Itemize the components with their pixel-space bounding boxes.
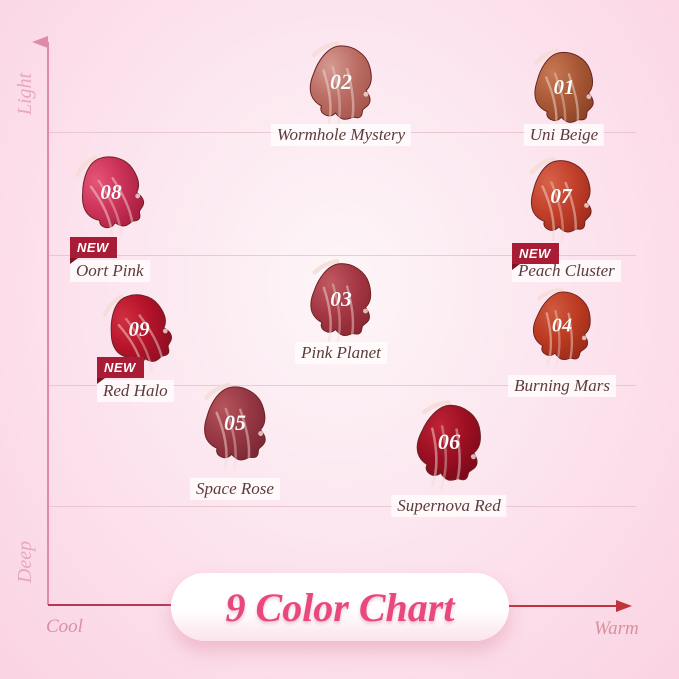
svg-text:06: 06 [438,429,461,454]
svg-text:07: 07 [550,184,573,208]
svg-text:04: 04 [552,315,572,337]
svg-text:01: 01 [553,75,574,99]
svg-text:05: 05 [224,410,246,435]
svg-text:09: 09 [128,317,150,341]
svg-text:02: 02 [330,69,352,94]
svg-text:03: 03 [330,287,352,311]
svg-text:08: 08 [100,180,122,204]
